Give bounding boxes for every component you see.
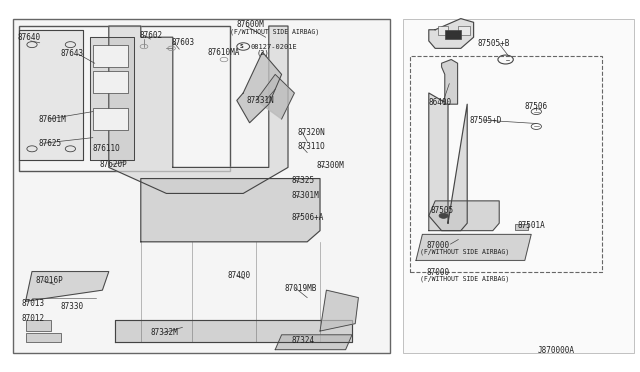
Text: 87019MB: 87019MB (285, 284, 317, 293)
Text: 86400: 86400 (429, 98, 452, 107)
Polygon shape (429, 201, 499, 231)
Bar (438, 26, 448, 35)
Text: 87603: 87603 (172, 38, 195, 47)
Bar (19, 26, 230, 171)
Polygon shape (109, 26, 288, 193)
Text: 87320N: 87320N (298, 128, 325, 137)
Polygon shape (115, 320, 352, 342)
Bar (26, 320, 51, 331)
Bar (93, 71, 128, 93)
Text: 87505: 87505 (430, 206, 453, 215)
Polygon shape (141, 179, 320, 242)
Text: 87611O: 87611O (93, 144, 120, 153)
Polygon shape (237, 52, 282, 123)
Polygon shape (19, 30, 83, 160)
Text: 87012: 87012 (22, 314, 45, 323)
Text: 87640: 87640 (18, 33, 41, 42)
Text: (F/WITHOUT SIDE AIRBAG): (F/WITHOUT SIDE AIRBAG) (230, 28, 319, 35)
Text: 87331N: 87331N (246, 96, 274, 105)
Text: 87625: 87625 (38, 139, 61, 148)
Text: 87400: 87400 (227, 271, 250, 280)
Text: 87000: 87000 (427, 241, 450, 250)
Text: 87324: 87324 (291, 336, 314, 345)
Text: 87610MA: 87610MA (208, 48, 241, 57)
Bar (515, 224, 528, 230)
Text: 87601M: 87601M (38, 115, 66, 124)
Text: 87330: 87330 (61, 302, 84, 311)
Polygon shape (90, 37, 134, 160)
Bar (26, 333, 61, 342)
Text: 87325: 87325 (291, 176, 314, 185)
Text: 87643: 87643 (61, 49, 84, 58)
Polygon shape (320, 290, 358, 331)
Bar (13, 19, 390, 353)
Polygon shape (416, 234, 531, 260)
Text: 87506+A: 87506+A (291, 213, 324, 222)
Polygon shape (256, 74, 294, 119)
Text: 87620P: 87620P (99, 160, 127, 169)
Text: 87332M: 87332M (150, 328, 178, 337)
Text: 87311O: 87311O (298, 142, 325, 151)
Text: 87016P: 87016P (35, 276, 63, 285)
Text: 87505+B: 87505+B (477, 39, 510, 48)
Polygon shape (26, 272, 109, 301)
Bar (410, 56, 602, 272)
Text: (2): (2) (256, 49, 269, 56)
Polygon shape (442, 60, 458, 104)
Text: 87000: 87000 (427, 268, 450, 277)
Text: J870000A: J870000A (538, 346, 575, 355)
Bar (403, 19, 634, 353)
Bar (445, 30, 461, 39)
Polygon shape (429, 19, 474, 48)
Text: (F/WITHOUT SIDE AIRBAG): (F/WITHOUT SIDE AIRBAG) (420, 249, 509, 256)
Text: 87501A: 87501A (517, 221, 545, 230)
Text: (F/WITHOUT SIDE AIRBAG): (F/WITHOUT SIDE AIRBAG) (420, 276, 509, 282)
Bar (458, 26, 470, 35)
Text: 08127-0201E: 08127-0201E (250, 44, 297, 49)
Polygon shape (275, 335, 352, 350)
Text: 87300M: 87300M (317, 161, 344, 170)
Bar (93, 45, 128, 67)
Polygon shape (429, 93, 467, 231)
Text: S: S (240, 44, 244, 49)
Bar (93, 108, 128, 130)
Text: 87301M: 87301M (291, 191, 319, 200)
Text: 87600M: 87600M (237, 20, 264, 29)
Text: 87602: 87602 (140, 31, 163, 40)
Text: 87013: 87013 (22, 299, 45, 308)
Text: 87506: 87506 (525, 102, 548, 110)
Circle shape (439, 213, 448, 218)
Text: 87505+D: 87505+D (469, 116, 502, 125)
